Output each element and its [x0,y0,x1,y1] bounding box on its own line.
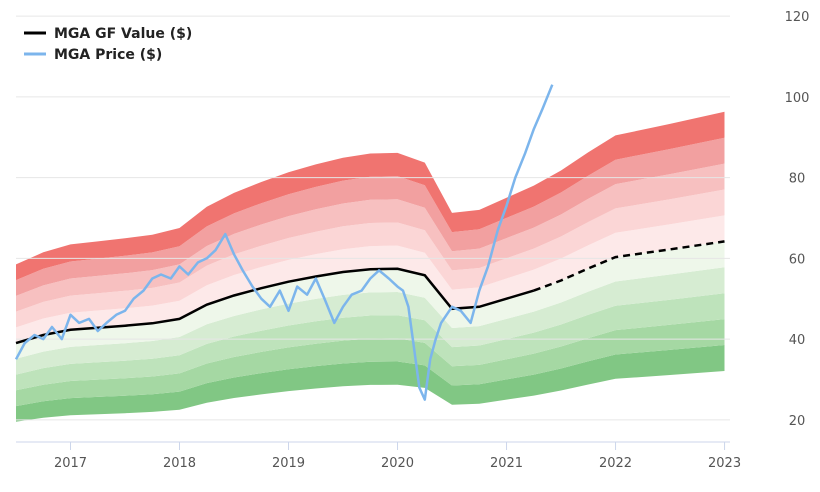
x-tick-label: 2018 [163,456,196,471]
band-minus-10 [16,241,725,359]
y-tick-label: 20 [789,414,806,429]
price-line [14,84,554,401]
series-lines [14,84,725,401]
x-tick-label: 2020 [381,456,414,471]
band-plus-30 [16,137,725,296]
legend-label: MGA Price ($) [54,47,162,63]
valuation-bands [16,111,725,422]
grid-lines [16,15,730,421]
y-axis: 20 40 60 80 100 120 [785,10,810,429]
y-tick-label: 100 [785,91,810,106]
band-plus-40 [16,111,725,281]
band-minus-40 [16,319,725,407]
x-tick-label: 2022 [599,456,632,471]
legend-item-gf-value[interactable]: MGA GF Value ($) [24,26,192,42]
x-tick-label: 2019 [272,456,305,471]
x-axis: 2017 2018 2019 2020 2021 2022 2023 [16,441,741,471]
legend-label: MGA GF Value ($) [54,26,192,42]
y-tick-label: 60 [789,252,806,267]
band-minus-50 [16,345,725,422]
band-plus-10 [16,189,725,328]
y-tick-label: 120 [785,10,810,25]
x-tick-label: 2017 [54,456,87,471]
y-tick-label: 80 [789,172,806,187]
band-minus-30 [16,293,725,391]
x-tick-label: 2023 [708,456,741,471]
band-plus-20 [16,163,725,312]
y-tick-label: 40 [789,333,806,348]
legend: MGA GF Value ($) MGA Price ($) [24,26,192,63]
legend-item-price[interactable]: MGA Price ($) [24,47,162,63]
x-tick-label: 2021 [490,456,523,471]
band-minus-20 [16,267,725,375]
gf-value-projection-line [533,240,725,292]
